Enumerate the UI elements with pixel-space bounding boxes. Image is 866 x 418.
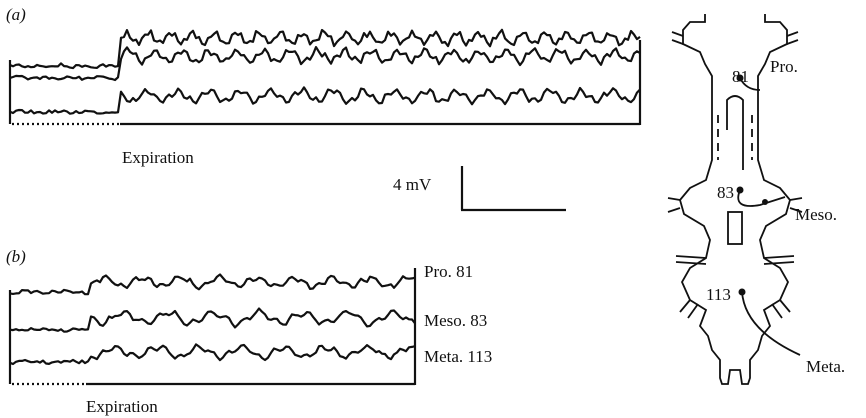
trace (9, 307, 416, 333)
trace (9, 46, 641, 82)
panel-label: (b) (6, 247, 26, 266)
trace-label: Pro. 81 (424, 262, 473, 281)
trace (9, 28, 641, 70)
ganglion-label: Meso. (795, 205, 837, 224)
unit-label: 81 (732, 67, 749, 86)
ganglion-diagram: 81 Pro. 83 Meso. 113 Meta. (667, 14, 845, 385)
unit-label: 83 (717, 183, 734, 202)
panel-label: (a) (6, 5, 26, 24)
ganglion-label: Pro. (770, 57, 798, 76)
trace-label: Meso. 83 (424, 311, 487, 330)
trace (9, 86, 641, 115)
phase-label: Expiration (122, 148, 194, 167)
trace-label: Meta. 113 (424, 347, 492, 366)
unit-label: 113 (706, 285, 731, 304)
phase-label: Expiration (86, 397, 158, 416)
ganglion-label: Meta. (806, 357, 845, 376)
trace (9, 343, 416, 366)
trace (9, 273, 416, 296)
scale-label: 4 mV (393, 175, 432, 194)
